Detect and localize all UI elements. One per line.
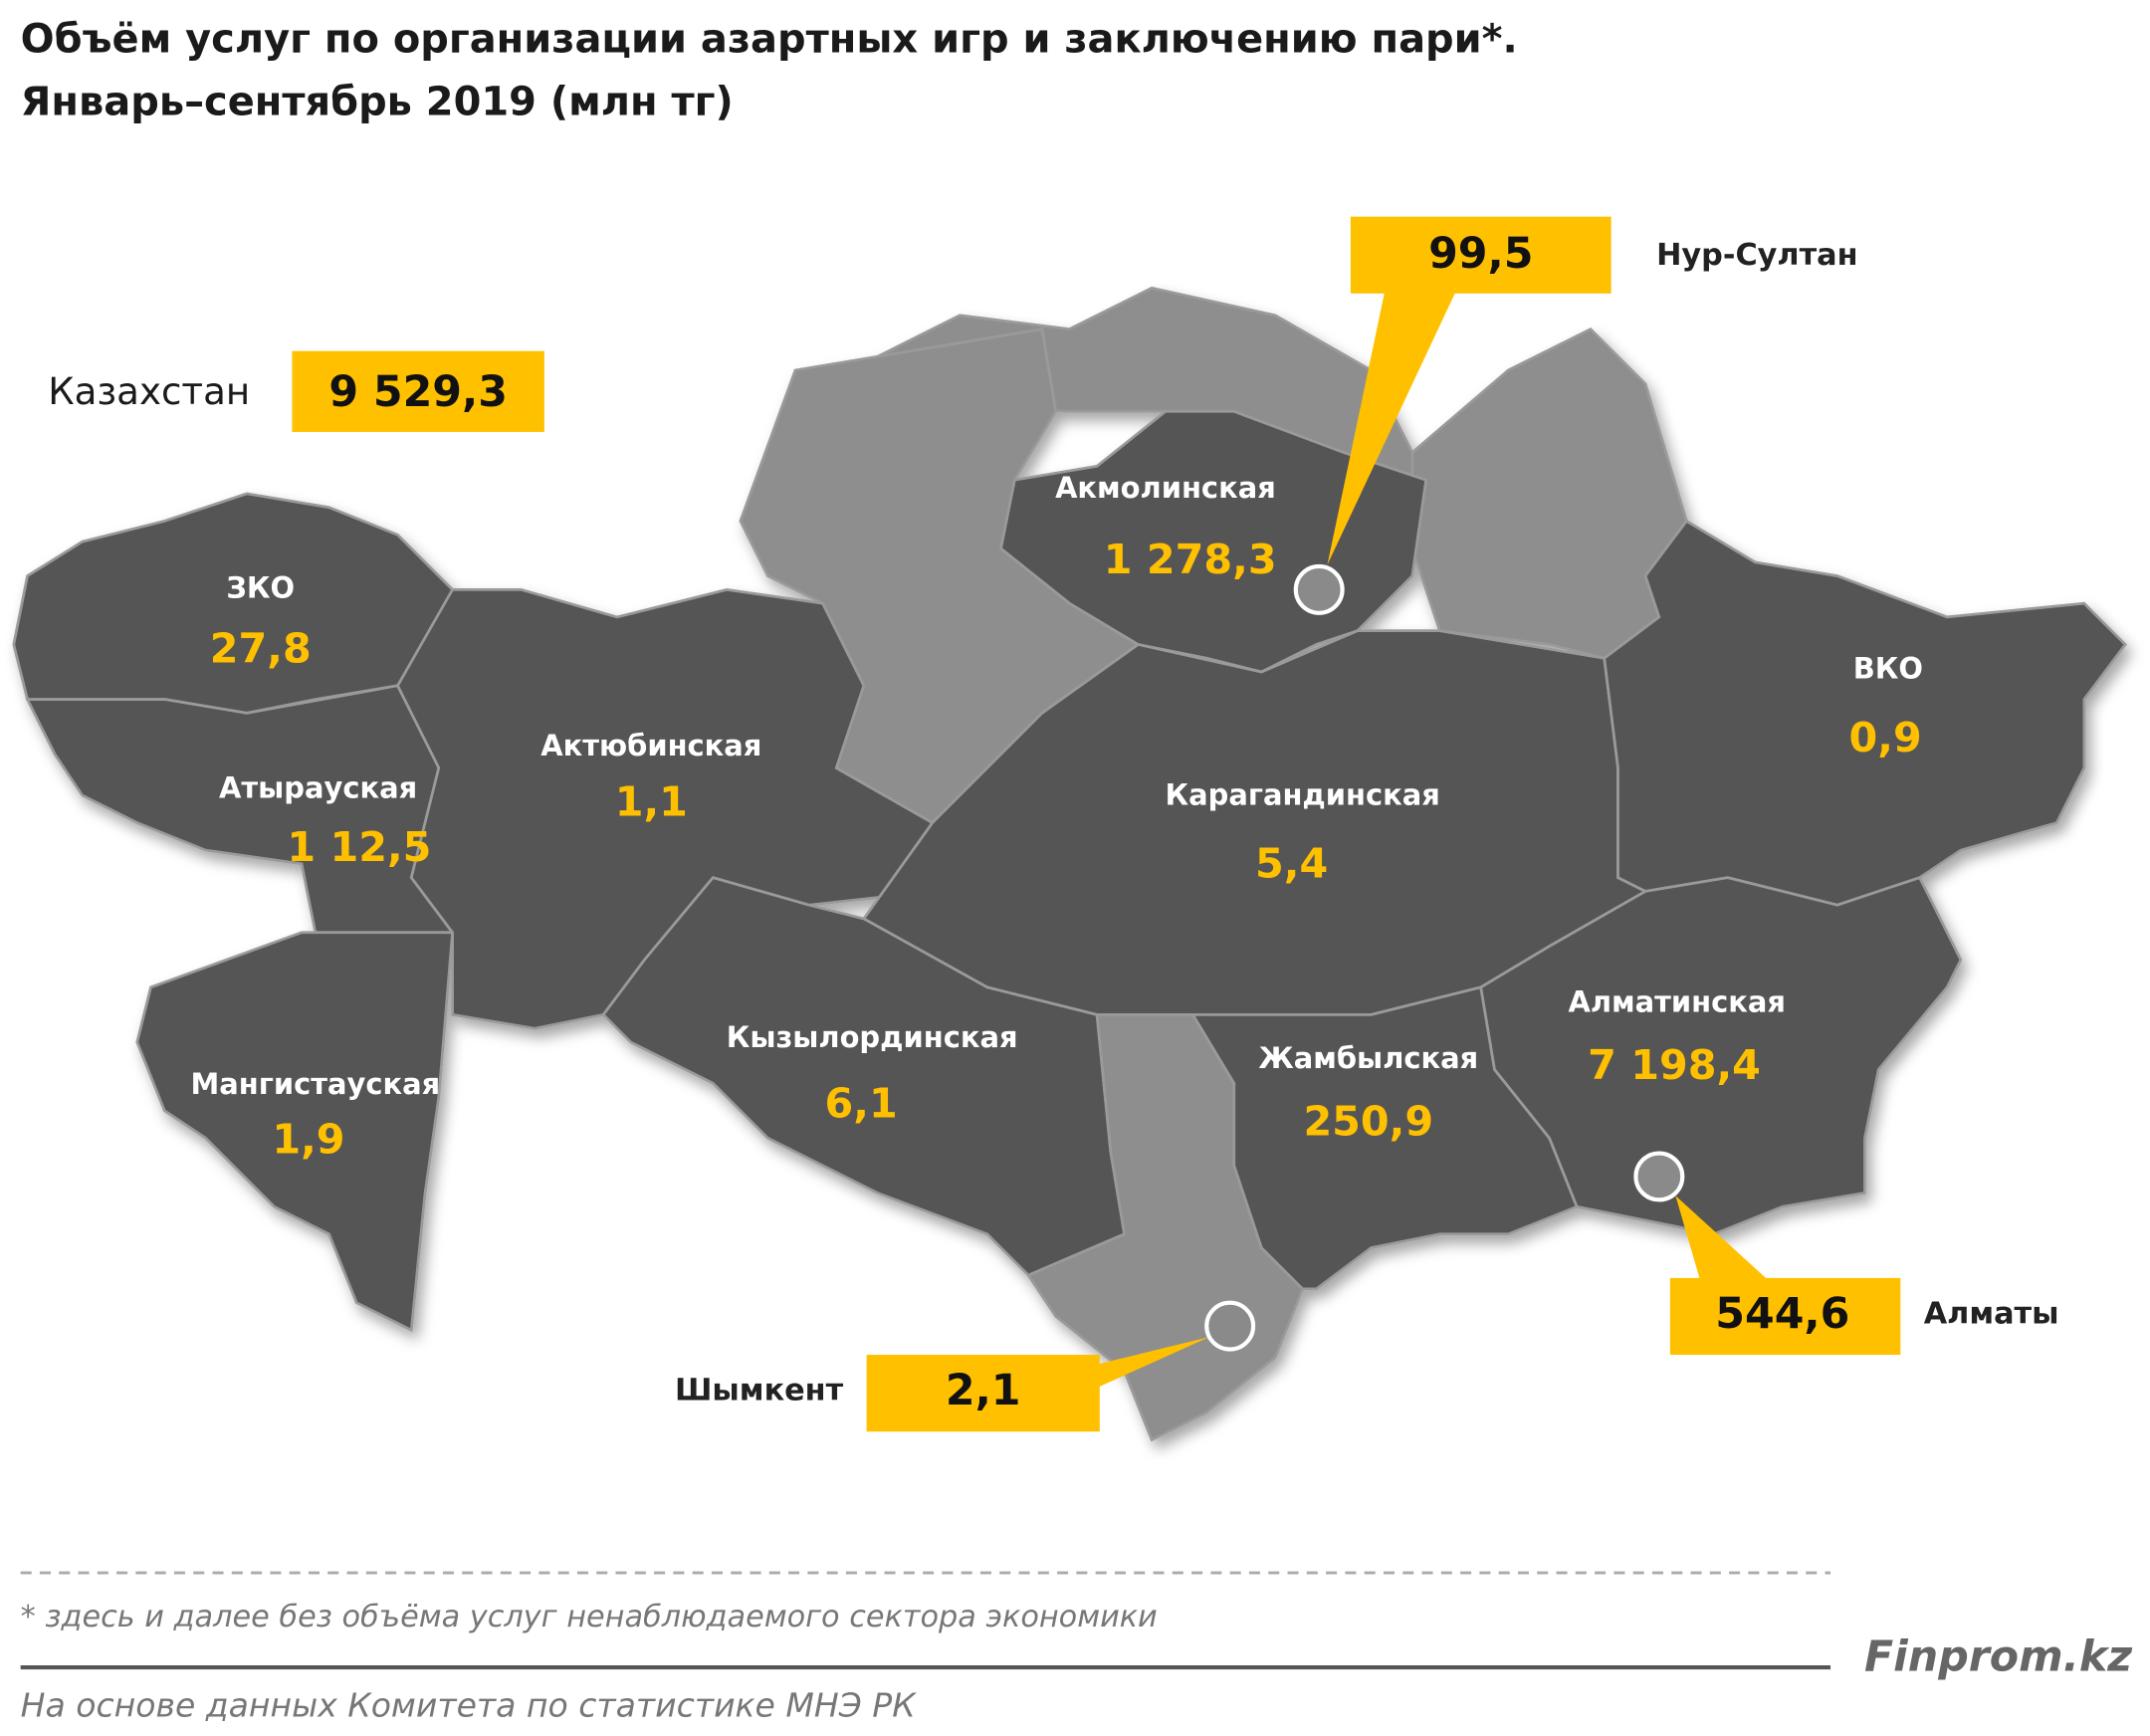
city-value: 544,6 xyxy=(1715,1289,1849,1339)
region-name: ЗКО xyxy=(226,570,295,604)
region-shape xyxy=(1410,326,1688,660)
city-marker xyxy=(1633,1151,1685,1202)
city-marker xyxy=(1204,1300,1256,1352)
city-value: 2,1 xyxy=(946,1366,1021,1415)
callout-pointer xyxy=(1097,1337,1209,1389)
source: На основе данных Комитета по статистике … xyxy=(21,1686,918,1725)
brand: Finprom.kz xyxy=(1864,1631,2133,1681)
region-name: Жамбылская xyxy=(1258,1041,1478,1075)
region-name: ВКО xyxy=(1853,652,1923,686)
city-marker xyxy=(1293,563,1345,615)
region-shape xyxy=(25,684,456,935)
region-value: 27,8 xyxy=(210,624,312,672)
region-shape xyxy=(395,587,935,1030)
subtitle: Январь–сентябрь 2019 (млн тг) xyxy=(21,80,734,125)
region-name: Актюбинская xyxy=(540,729,761,762)
region-value: 0,9 xyxy=(1849,714,1922,761)
city-callouts: 99,5 Нур-Султан 544,6 Алматы 2,1 Шымкент xyxy=(675,216,2059,1432)
region-name: Мангистауская xyxy=(191,1067,441,1101)
region-value: 1 278,3 xyxy=(1104,536,1277,583)
callout-box xyxy=(1350,216,1612,294)
region-value: 6,1 xyxy=(825,1080,898,1128)
region-value: 250,9 xyxy=(1303,1098,1433,1146)
total-value: 9 529,3 xyxy=(328,367,508,417)
region-labels: ЗКО 27,8 Атырауская 1 12,5 Актюбинская 1… xyxy=(191,471,1924,1164)
city-name: Нур-Султан xyxy=(1656,238,1857,273)
footnote: * здесь и далее без объёма услуг ненаблю… xyxy=(21,1600,1158,1634)
callout-box xyxy=(866,1355,1100,1432)
city-name: Шымкент xyxy=(675,1374,844,1409)
region-name: Атырауская xyxy=(219,770,417,804)
region-value: 5,4 xyxy=(1255,840,1328,888)
total: Казахстан 9 529,3 xyxy=(48,350,544,432)
region-name: Карагандинская xyxy=(1166,777,1440,811)
city-name: Алматы xyxy=(1924,1297,2059,1332)
total-box xyxy=(292,350,544,432)
title: Объём услуг по организации азартных игр … xyxy=(21,16,1518,62)
region-name: Акмолинская xyxy=(1055,471,1276,505)
region-shape xyxy=(1479,875,1963,1236)
region-value: 1,1 xyxy=(615,778,688,826)
total-label: Казахстан xyxy=(48,369,250,413)
region-name: Алматинская xyxy=(1569,984,1786,1018)
region-name: Кызылординская xyxy=(727,1020,1018,1054)
city-value: 99,5 xyxy=(1428,229,1533,279)
region-value: 7 198,4 xyxy=(1588,1041,1761,1089)
region-value: 1 12,5 xyxy=(287,823,431,871)
map xyxy=(12,286,2128,1442)
region-value: 1,9 xyxy=(272,1116,344,1164)
callout-box xyxy=(1669,1277,1901,1356)
